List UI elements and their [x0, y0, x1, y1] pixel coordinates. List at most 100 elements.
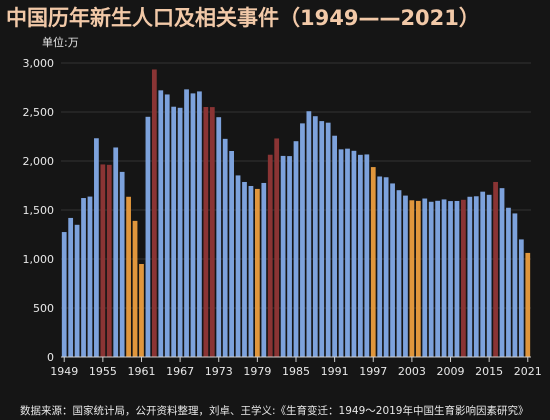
bar-1974	[222, 138, 228, 357]
y-tick-label: 2,500	[23, 106, 55, 119]
bar-1970	[197, 91, 202, 358]
x-tick-label: 1973	[205, 365, 233, 378]
source-note: 数据来源：国家统计局，公开资料整理，刘卓、王学义:《生育变迁：1949～2019…	[20, 405, 529, 417]
bar-1986	[300, 123, 305, 358]
bar-2013	[473, 196, 479, 357]
bar-2011	[461, 199, 466, 357]
bar-2006	[428, 201, 434, 357]
bar-2016	[493, 181, 498, 357]
bar-2003	[409, 200, 415, 357]
bar-1951	[74, 224, 80, 357]
bar-1979	[254, 188, 260, 357]
y-axis-ticks: 0 500 1,000 1,500 2,000 2,500 3,000	[23, 57, 55, 364]
bar-1963	[151, 69, 157, 357]
x-tick-label: 2021	[514, 365, 542, 378]
bar-1994	[351, 150, 357, 357]
bar-2015	[486, 194, 492, 357]
bar-1978	[248, 185, 254, 357]
bar-1962	[145, 116, 151, 357]
y-unit-label: 单位:万	[42, 36, 79, 49]
y-tick-label: 0	[47, 351, 54, 364]
bar-1999	[383, 177, 389, 357]
bar-1995	[358, 154, 363, 357]
bar-1956	[106, 164, 112, 357]
bar-1981	[267, 154, 273, 357]
bar-1958	[119, 171, 125, 357]
bar-1987	[306, 111, 312, 357]
bar-1968	[184, 89, 189, 358]
x-tick-label: 1997	[359, 365, 387, 378]
x-tick-label: 1991	[321, 365, 349, 378]
y-tick-label: 1,500	[23, 204, 55, 217]
bar-2010	[454, 200, 460, 357]
bar-1993	[345, 148, 350, 357]
bar-2008	[441, 199, 447, 357]
bar-2012	[467, 196, 473, 357]
bar-1976	[235, 175, 241, 357]
bar-1972	[209, 107, 215, 357]
bar-1969	[190, 93, 196, 357]
bar-2001	[396, 190, 402, 357]
bar-2018	[506, 207, 511, 357]
x-tick-label: 1985	[282, 365, 310, 378]
bar-1950	[68, 217, 74, 357]
y-tick-label: 3,000	[23, 57, 55, 70]
bar-1965	[164, 94, 170, 358]
bar-1989	[319, 121, 325, 357]
bar-1983	[280, 155, 286, 357]
bar-2014	[480, 191, 486, 357]
bar-1985	[293, 141, 299, 357]
bar-1967	[177, 107, 183, 357]
y-tick-label: 1,000	[23, 253, 55, 266]
bar-1980	[261, 182, 267, 357]
bar-1992	[338, 149, 344, 357]
x-tick-label: 1955	[89, 365, 117, 378]
bars	[61, 69, 531, 358]
bar-1949	[61, 232, 67, 357]
bar-1961	[139, 264, 144, 357]
bar-1991	[332, 135, 338, 357]
bar-1952	[81, 198, 86, 357]
bar-1975	[229, 151, 234, 357]
bar-1971	[203, 107, 209, 357]
bar-2009	[448, 201, 453, 357]
bar-1959	[126, 196, 131, 357]
x-tick-label: 1949	[50, 365, 78, 378]
bar-2019	[512, 213, 518, 357]
x-axis-ticks: 1949 1955 1961 1967 1973 1979 1985 1991 1997 2003…	[50, 357, 542, 378]
bar-1964	[158, 90, 164, 357]
x-tick-label: 2003	[398, 365, 426, 378]
bar-1960	[132, 220, 138, 357]
bar-1982	[274, 138, 280, 357]
bar-1954	[94, 138, 99, 357]
bar-1988	[312, 116, 318, 358]
x-tick-label: 2009	[437, 365, 465, 378]
bar-2007	[435, 200, 441, 357]
chart-title: 中国历年新生人口及相关事件（1949——2021）	[6, 6, 480, 30]
bar-1966	[171, 106, 177, 358]
bar-1997	[370, 167, 376, 357]
bar-1973	[216, 117, 222, 357]
bar-1955	[100, 164, 106, 357]
bar-2021	[525, 252, 531, 357]
bar-1984	[287, 156, 292, 357]
bar-1996	[364, 154, 370, 357]
bar-2002	[403, 195, 408, 357]
bar-1957	[113, 147, 119, 357]
bar-1998	[377, 176, 383, 357]
x-tick-label: 1961	[127, 365, 155, 378]
x-tick-label: 1979	[243, 365, 271, 378]
x-tick-label: 2015	[475, 365, 503, 378]
bar-2020	[518, 239, 524, 357]
bar-1977	[242, 181, 247, 357]
bar-2017	[499, 188, 505, 357]
bar-2005	[422, 198, 428, 357]
x-tick-label: 1967	[166, 365, 194, 378]
bar-2000	[390, 183, 395, 357]
y-tick-label: 500	[33, 302, 54, 315]
y-tick-label: 2,000	[23, 155, 55, 168]
bar-2004	[415, 200, 421, 357]
bar-1990	[325, 122, 331, 358]
bar-1953	[87, 196, 93, 357]
